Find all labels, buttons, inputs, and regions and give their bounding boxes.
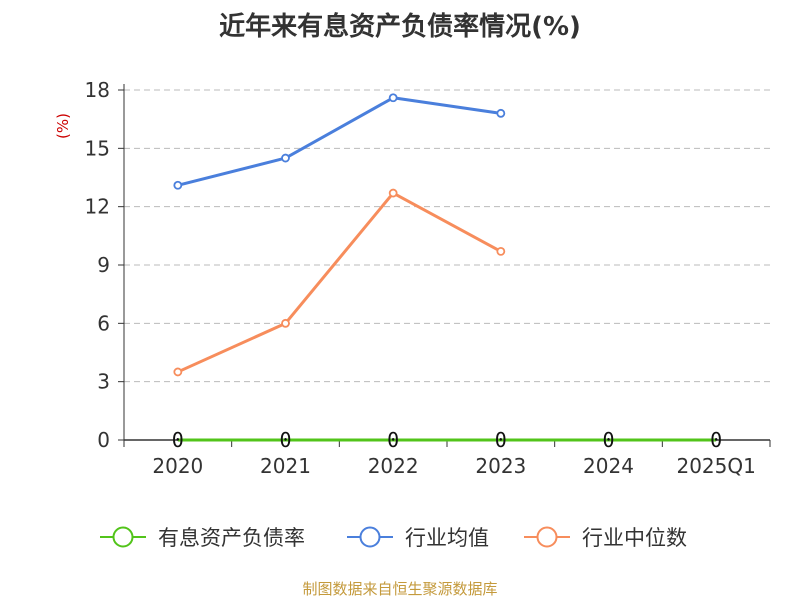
data-point-行业均值: [281, 153, 290, 163]
x-tick-label-2024: 2024: [583, 454, 634, 478]
data-label: 0: [495, 428, 507, 452]
grid-lines: [124, 89, 770, 383]
x-tick-label-2020: 2020: [152, 454, 203, 478]
legend-label: 有息资产负债率: [158, 526, 305, 550]
legend-marker: [112, 526, 134, 548]
legend-item-行业均值[interactable]: 行业均值: [347, 526, 489, 550]
legend-marker: [536, 526, 558, 548]
legend-item-有息资产负债率[interactable]: 有息资产负债率: [100, 526, 305, 550]
chart-title: 近年来有息资产负债率情况(%): [219, 12, 581, 42]
legend-marker: [359, 526, 381, 548]
legend: 有息资产负债率 行业均值 行业中位数: [100, 526, 687, 550]
y-tick-label: 12: [85, 195, 110, 219]
legend-item-行业中位数[interactable]: 行业中位数: [524, 526, 687, 550]
x-tick-label-2022: 2022: [368, 454, 419, 478]
y-tick-label: 9: [97, 253, 110, 277]
series-layer: [173, 93, 717, 442]
data-source-note: 制图数据来自恒生聚源数据库: [302, 580, 498, 598]
y-tick-label: 15: [85, 136, 110, 160]
legend-label: 行业中位数: [582, 526, 687, 550]
data-point-行业中位数: [173, 367, 183, 377]
legend-label: 行业均值: [405, 526, 489, 550]
axes: 0 3 6 9 12 15 18 (%) 2020 2021 2022 2023 2024 2025Q1: [54, 78, 771, 478]
x-tick-label-2021: 2021: [260, 454, 311, 478]
data-labels: 0 0 0 0 0 0: [172, 428, 722, 452]
x-tick-label-2023: 2023: [475, 454, 526, 478]
data-label: 0: [602, 428, 614, 452]
data-point-行业中位数: [388, 188, 398, 198]
y-tick-label: 3: [97, 370, 110, 394]
data-point-行业中位数: [281, 318, 290, 328]
data-point-行业中位数: [496, 246, 506, 256]
data-point-行业均值: [173, 180, 183, 190]
series-line-行业中位数: [177, 191, 502, 374]
data-label: 0: [172, 428, 184, 452]
data-point-行业均值: [496, 108, 506, 118]
y-axis-label: (%): [54, 113, 72, 139]
series-line-行业均值: [177, 96, 502, 187]
data-point-行业均值: [388, 93, 398, 103]
data-label: 0: [279, 428, 291, 452]
y-tick-label: 6: [97, 311, 110, 335]
y-tick-label: 18: [85, 78, 110, 102]
data-label: 0: [710, 428, 722, 452]
data-label: 0: [387, 428, 399, 452]
x-tick-label-2025Q1: 2025Q1: [676, 454, 755, 478]
y-tick-label: 0: [97, 428, 110, 452]
